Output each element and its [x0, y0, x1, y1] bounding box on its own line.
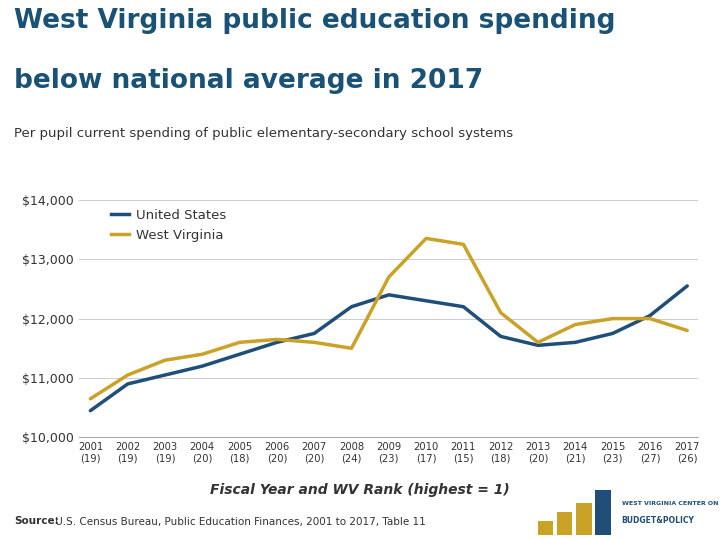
Legend: United States, West Virginia: United States, West Virginia	[111, 209, 226, 242]
Text: West Virginia public education spending: West Virginia public education spending	[14, 8, 616, 34]
Text: Source:: Source:	[14, 516, 59, 526]
Text: WEST VIRGINIA CENTER ON: WEST VIRGINIA CENTER ON	[621, 501, 718, 506]
Text: U.S. Census Bureau, Public Education Finances, 2001 to 2017, Table 11: U.S. Census Bureau, Public Education Fin…	[52, 516, 426, 526]
Text: Per pupil current spending of public elementary-secondary school systems: Per pupil current spending of public ele…	[14, 127, 513, 140]
Text: Fiscal Year and WV Rank (highest = 1): Fiscal Year and WV Rank (highest = 1)	[210, 483, 510, 497]
Bar	[557, 512, 572, 535]
Text: BUDGET&POLICY: BUDGET&POLICY	[621, 516, 695, 525]
Bar	[595, 490, 611, 535]
Bar	[576, 503, 592, 535]
Text: below national average in 2017: below national average in 2017	[14, 68, 484, 93]
Bar	[538, 521, 553, 535]
